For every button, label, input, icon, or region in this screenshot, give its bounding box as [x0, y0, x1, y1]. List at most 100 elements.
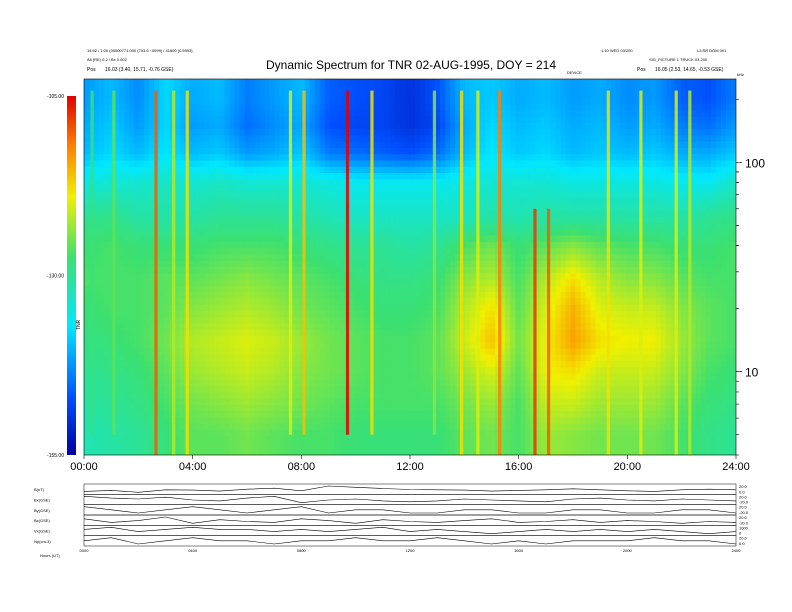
heatmap-cell — [500, 185, 506, 193]
heatmap-cell — [384, 97, 391, 105]
heatmap-cell — [715, 97, 722, 105]
heatmap-cell — [144, 248, 150, 256]
heatmap-cell — [480, 110, 486, 118]
heatmap-cell — [334, 160, 341, 168]
heatmap-cell — [445, 85, 451, 93]
heatmap-cell — [675, 241, 682, 249]
heatmap-cell — [680, 260, 687, 268]
heatmap-cell — [620, 166, 627, 174]
heatmap-cell — [715, 235, 722, 243]
heatmap-cell — [139, 122, 145, 130]
heatmap-cell — [294, 273, 301, 281]
heatmap-cell — [324, 154, 331, 162]
heatmap-cell — [119, 154, 125, 162]
heatmap-cell — [615, 304, 622, 312]
heatmap-cell — [590, 267, 597, 274]
heatmap-cell — [490, 110, 496, 118]
heatmap-cell — [324, 104, 331, 111]
heatmap-cell — [570, 304, 577, 312]
heatmap-cell — [650, 97, 657, 105]
heatmap-cell — [279, 166, 286, 174]
heatmap-cell — [384, 185, 391, 193]
heatmap-cell — [279, 260, 286, 268]
heatmap-cell — [610, 279, 617, 287]
heatmap-cell — [700, 279, 707, 287]
heatmap-cell — [109, 248, 115, 256]
heatmap-cell — [359, 166, 366, 174]
heatmap-cell — [730, 273, 736, 281]
heatmap-cell — [334, 304, 341, 312]
heatmap-cell — [635, 104, 642, 111]
heatmap-cell — [264, 129, 271, 136]
heatmap-cell — [254, 198, 261, 205]
heatmap-cell — [650, 241, 657, 249]
heatmap-cell — [339, 97, 346, 105]
heatmap-cell — [224, 229, 231, 237]
heatmap-cell — [319, 135, 326, 143]
heatmap-cell — [159, 79, 165, 86]
heatmap-cell — [590, 223, 597, 230]
heatmap-cell — [254, 254, 261, 262]
heatmap-cell — [309, 223, 316, 230]
heatmap-cell — [600, 147, 607, 155]
heatmap-cell — [364, 160, 371, 168]
heatmap-cell — [440, 310, 446, 318]
heatmap-cell — [515, 292, 521, 299]
heatmap-cell — [445, 298, 451, 306]
heatmap-cell — [374, 267, 381, 274]
heatmap-cell — [690, 154, 697, 162]
heatmap-cell — [119, 229, 125, 237]
heatmap-cell — [705, 260, 712, 268]
spectrogram-heatmap — [84, 79, 736, 455]
heatmap-cell — [450, 147, 456, 155]
heatmap-cell — [119, 204, 125, 212]
heatmap-cell — [510, 91, 516, 99]
heatmap-cell — [354, 298, 361, 306]
heatmap-cell — [219, 248, 226, 256]
heatmap-cell — [610, 235, 617, 243]
heatmap-cell — [455, 235, 461, 243]
heatmap-cell — [104, 310, 110, 318]
heatmap-cell — [710, 91, 717, 99]
heatmap-cell — [179, 210, 185, 218]
heatmap-cell — [730, 191, 736, 199]
heatmap-cell — [279, 210, 286, 218]
heatmap-cell — [149, 292, 155, 299]
heatmap-cell — [274, 298, 281, 306]
heatmap-cell — [374, 147, 381, 155]
heatmap-cell — [309, 191, 316, 199]
heatmap-cell — [680, 273, 687, 281]
heatmap-cell — [660, 223, 667, 230]
heatmap-cell — [410, 160, 416, 168]
heatmap-cell — [595, 298, 602, 306]
heatmap-cell — [680, 135, 687, 143]
heatmap-cell — [485, 141, 491, 149]
heatmap-cell — [520, 260, 526, 268]
heatmap-cell — [194, 191, 200, 199]
heatmap-cell — [640, 173, 647, 180]
heatmap-cell — [259, 260, 266, 268]
heatmap-cell — [194, 198, 200, 205]
heatmap-cell — [319, 223, 326, 230]
heatmap-cell — [540, 122, 547, 130]
heatmap-cell — [249, 85, 256, 93]
heatmap-cell — [410, 267, 416, 274]
heatmap-cell — [490, 279, 496, 287]
heatmap-cell — [620, 298, 627, 306]
heatmap-cell — [485, 185, 491, 193]
heatmap-cell — [540, 260, 547, 268]
heatmap-cell — [114, 204, 120, 212]
heatmap-cell — [199, 260, 205, 268]
heatmap-cell — [490, 310, 496, 318]
heatmap-cell — [384, 147, 391, 155]
heatmap-cell — [199, 129, 205, 136]
heatmap-cell — [590, 141, 597, 149]
heatmap-cell — [209, 185, 215, 193]
heatmap-cell — [705, 229, 712, 237]
heatmap-cell — [144, 229, 150, 237]
heatmap-cell — [575, 97, 582, 105]
heatmap-cell — [560, 229, 567, 237]
heatmap-cell — [394, 279, 401, 287]
heatmap-cell — [585, 97, 592, 105]
heatmap-cell — [114, 267, 120, 274]
